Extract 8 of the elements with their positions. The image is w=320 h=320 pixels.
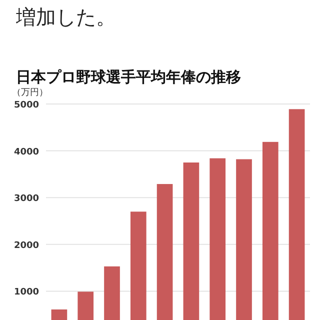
- y-tick-label: 5000: [14, 100, 40, 110]
- y-tick-label: 2000: [14, 240, 40, 251]
- text: 増加した。: [15, 5, 116, 29]
- chart-title: 日本プロ野球選手平均年俸の推移: [16, 68, 241, 86]
- y-tick-label: 1000: [14, 288, 40, 298]
- y-tick-label: 4000: [14, 147, 40, 158]
- y-tick-label: 3000: [14, 194, 40, 204]
- y-axis-title: （万円）: [12, 88, 48, 98]
